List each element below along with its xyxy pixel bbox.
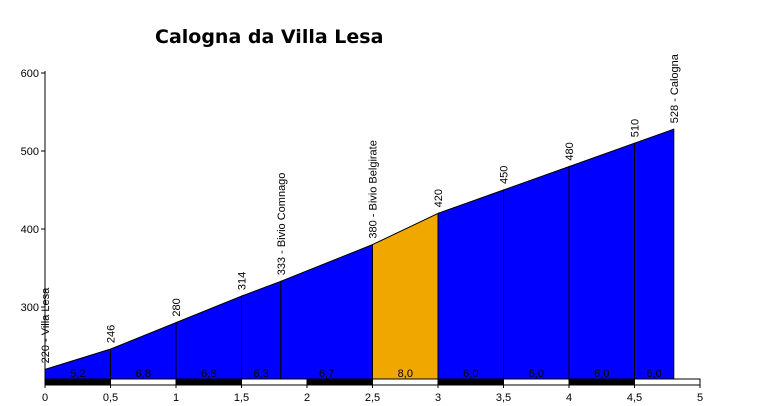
x-tick-label: 1 bbox=[173, 392, 179, 404]
profile-segment bbox=[241, 280, 282, 380]
profile-segment bbox=[175, 295, 242, 380]
elevation-point-label: 450 bbox=[499, 166, 511, 184]
segment-gradient-label: 6,0 bbox=[463, 368, 478, 380]
profile-segment bbox=[503, 165, 570, 380]
segment-gradient-label: 6,8 bbox=[136, 368, 151, 380]
elevation-point-label: 314 bbox=[237, 272, 249, 290]
elevation-point-label: 246 bbox=[106, 325, 118, 343]
profile-segment bbox=[437, 189, 504, 380]
x-tick-label: 4 bbox=[566, 392, 572, 404]
x-tick-label: 3 bbox=[435, 392, 441, 404]
profile-segment bbox=[568, 142, 635, 380]
x-tick-label: 1,5 bbox=[234, 392, 249, 404]
segment-gradient-label: 6,0 bbox=[646, 368, 661, 380]
elevation-point-label: 380 - Bivio Belgirate bbox=[368, 140, 380, 238]
elevation-point-label: 420 bbox=[433, 189, 445, 207]
elevation-point-label: 480 bbox=[564, 142, 576, 160]
x-tick-label: 5 bbox=[697, 392, 703, 404]
distance-band-cell bbox=[306, 378, 373, 386]
profile-segment bbox=[280, 243, 373, 380]
x-tick-label: 3,5 bbox=[496, 392, 511, 404]
elevation-point-label: 510 bbox=[630, 119, 642, 137]
y-tick-label: 600 bbox=[21, 68, 39, 80]
x-tick-label: 0 bbox=[42, 392, 48, 404]
chart-title: Calogna da Villa Lesa bbox=[155, 26, 383, 48]
profile-segment bbox=[372, 212, 439, 380]
elevation-point-label: 220 - Villa Lesa bbox=[40, 287, 52, 364]
x-tick-label: 2,5 bbox=[365, 392, 380, 404]
profile-segment bbox=[634, 128, 675, 380]
segment-gradient-label: 8,0 bbox=[398, 368, 413, 380]
y-tick-label: 400 bbox=[21, 224, 39, 236]
segment-gradient-label: 6,3 bbox=[253, 368, 268, 380]
segment-gradient-label: 5,2 bbox=[70, 368, 85, 380]
elevation-point-label: 280 bbox=[171, 298, 183, 316]
x-tick-label: 0,5 bbox=[103, 392, 118, 404]
distance-band-cell bbox=[241, 378, 308, 386]
segment-gradient-label: 6,7 bbox=[319, 368, 334, 380]
x-tick-label: 4,5 bbox=[627, 392, 642, 404]
distance-band-cell bbox=[634, 378, 701, 386]
y-tick-label: 300 bbox=[21, 302, 39, 314]
segment-gradient-label: 6,0 bbox=[529, 368, 544, 380]
y-tick-label: 500 bbox=[21, 146, 39, 158]
x-tick-label: 2 bbox=[304, 392, 310, 404]
elevation-point-label: 528 - Calogna bbox=[669, 53, 681, 123]
segment-gradient-label: 6,8 bbox=[201, 368, 216, 380]
elevation-point-label: 333 - Bivio Comnago bbox=[276, 173, 288, 276]
segment-gradient-label: 6,0 bbox=[594, 368, 609, 380]
